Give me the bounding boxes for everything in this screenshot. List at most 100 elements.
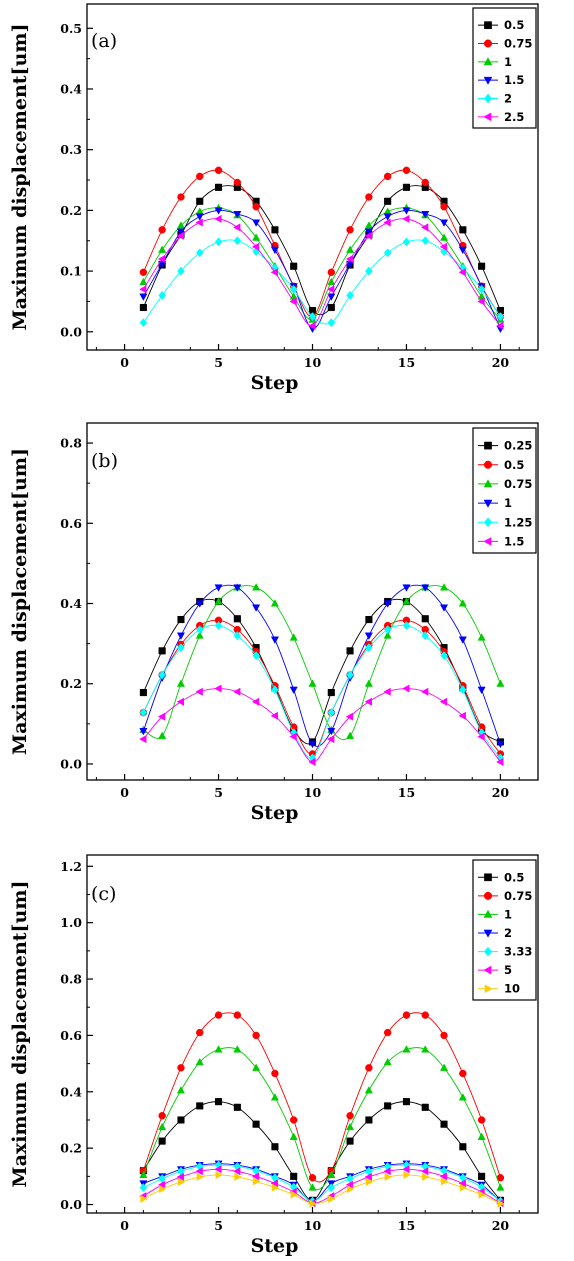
- data-point: [402, 183, 411, 191]
- data-point: [421, 631, 430, 641]
- y-tick-label: 0.5: [60, 21, 82, 36]
- data-point: [214, 166, 223, 175]
- data-point: [290, 1172, 298, 1180]
- data-point: [195, 213, 204, 221]
- data-point: [252, 604, 261, 612]
- series-line: [142, 598, 501, 745]
- series-line: [142, 218, 501, 327]
- legend-marker: [483, 537, 492, 546]
- legend-box: [472, 7, 537, 129]
- data-point: [176, 679, 186, 687]
- legend-marker: [484, 21, 492, 30]
- y-tick-label: 0.0: [60, 1197, 82, 1212]
- data-point: [251, 242, 260, 251]
- data-point: [346, 1137, 354, 1145]
- data-point: [177, 1177, 186, 1187]
- data-point: [176, 228, 186, 236]
- legend: 0.25 0.5 0.75 1 1.25 1.5: [472, 427, 537, 554]
- data-point: [233, 1103, 241, 1111]
- legend-entry: 0.5: [504, 870, 524, 884]
- x-tick-label: 0: [120, 1218, 129, 1233]
- data-point: [177, 266, 185, 276]
- data-point: [478, 262, 486, 270]
- legend-entry: 0.75: [504, 477, 532, 491]
- data-point: [346, 290, 354, 300]
- chart-panel-2: 0 5 10 15 20 0.0 0.2 0.4 0.6 0.8 Step Maximum displ…: [9, 422, 539, 824]
- legend: 0.5 0.75 1 1.5 2 2.5: [472, 7, 537, 129]
- data-point: [327, 293, 336, 301]
- data-point: [271, 1183, 280, 1192]
- data-point: [139, 689, 147, 697]
- series-0.5: [139, 616, 505, 758]
- data-point: [402, 214, 410, 223]
- data-point: [252, 1120, 260, 1128]
- plot-frame: [86, 422, 539, 781]
- data-point: [383, 213, 392, 221]
- legend-marker: [483, 479, 493, 488]
- y-tick-label: 0.2: [60, 676, 82, 691]
- data-point: [365, 643, 373, 653]
- data-point: [271, 226, 279, 234]
- y-tick-label: 0.3: [60, 142, 82, 157]
- data-point: [270, 268, 278, 277]
- x-tick-label: 20: [492, 1218, 510, 1233]
- data-point: [233, 236, 242, 246]
- data-point: [346, 1112, 354, 1120]
- x-tick-label: 10: [304, 785, 322, 800]
- data-point: [440, 1177, 449, 1186]
- panel-label: (a): [91, 30, 117, 52]
- data-point: [345, 712, 354, 721]
- chart-panel-3: 0 5 10 15 200.00.20.40.60.81.01.2StepMaximum…: [9, 854, 539, 1257]
- data-point: [308, 679, 317, 687]
- series-line: [142, 1012, 501, 1183]
- data-point: [383, 1028, 392, 1037]
- data-point: [233, 223, 241, 232]
- data-point: [158, 1122, 167, 1131]
- data-point: [158, 290, 166, 300]
- data-point: [177, 1116, 185, 1124]
- series-0.5: [139, 183, 504, 316]
- legend-entry: 1: [504, 907, 512, 921]
- data-point: [439, 1172, 448, 1181]
- data-point: [158, 731, 167, 739]
- data-point: [421, 210, 430, 219]
- data-point: [139, 303, 147, 312]
- data-point: [308, 312, 317, 322]
- series-0.75: [139, 583, 505, 741]
- data-point: [402, 684, 410, 693]
- data-point: [440, 197, 448, 205]
- data-point: [383, 600, 392, 608]
- x-axis-title: Step: [251, 1235, 299, 1257]
- data-point: [139, 277, 148, 286]
- series-line: [142, 207, 501, 321]
- legend-marker: [483, 946, 493, 957]
- data-point: [364, 1172, 372, 1181]
- data-point: [270, 599, 279, 607]
- series-line: [143, 585, 501, 741]
- series-10: [140, 1170, 505, 1208]
- data-point: [364, 632, 373, 640]
- legend-marker: [483, 965, 492, 975]
- data-point: [458, 636, 467, 644]
- data-point: [195, 218, 203, 227]
- series-1: [139, 203, 505, 323]
- data-point: [402, 237, 411, 247]
- data-point: [383, 625, 392, 635]
- data-point: [196, 172, 204, 181]
- plot-frame: [86, 854, 539, 1214]
- data-point: [195, 1057, 204, 1066]
- data-point: [176, 632, 186, 640]
- data-point: [327, 1183, 336, 1193]
- data-point: [459, 685, 467, 695]
- data-point: [214, 183, 223, 191]
- data-point: [459, 1143, 467, 1151]
- data-point: [364, 231, 372, 240]
- data-point: [496, 321, 504, 330]
- series-1.5: [139, 684, 504, 767]
- data-point: [177, 616, 185, 624]
- data-point: [140, 1194, 148, 1203]
- data-point: [233, 1011, 242, 1019]
- x-tick-label: 0: [120, 785, 129, 800]
- data-point: [439, 219, 449, 227]
